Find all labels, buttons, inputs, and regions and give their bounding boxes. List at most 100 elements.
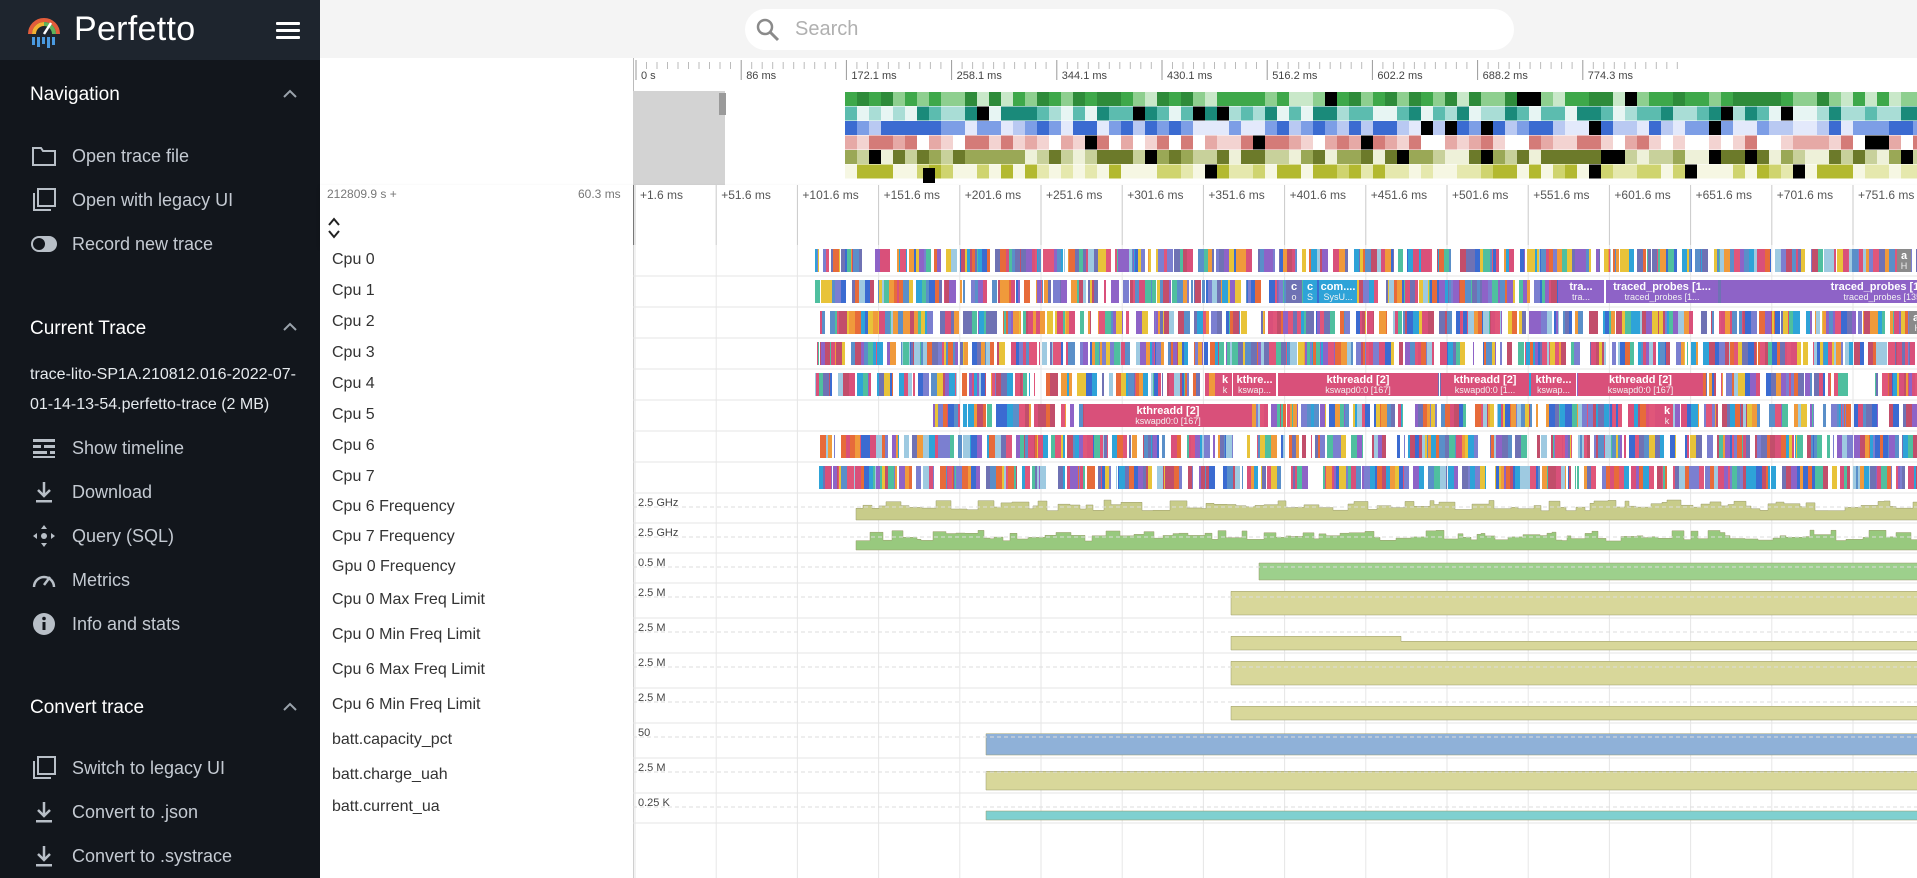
overview-heatmap[interactable]: 0 s 86 ms 172.1 ms 258.1 ms 344.1 ms 430.1 ms… xyxy=(633,58,1917,185)
cpu-slice xyxy=(1075,249,1079,272)
cpu-slice xyxy=(1334,466,1336,489)
cpu-slice xyxy=(1691,249,1692,272)
track-label[interactable]: Cpu 6 Max Freq Limit xyxy=(332,660,485,678)
track-label[interactable]: Cpu 0 Min Freq Limit xyxy=(332,625,481,643)
cpu-slice xyxy=(842,342,845,365)
cpu-slice xyxy=(1562,249,1567,272)
info-stats-item[interactable]: Info and stats xyxy=(30,607,180,641)
show-timeline-item[interactable]: Show timeline xyxy=(30,431,184,465)
track-label[interactable]: Cpu 4 xyxy=(332,374,375,392)
convert-json-item[interactable]: Convert to .json xyxy=(30,795,198,829)
cpu-slice xyxy=(1729,342,1730,365)
cpu-slice xyxy=(1195,342,1198,365)
overview-heat-cell xyxy=(1073,121,1085,135)
cpu-slice xyxy=(823,373,829,396)
current-trace-section-title[interactable]: Current Trace xyxy=(30,318,147,339)
cpu-slice xyxy=(1204,342,1208,365)
cpu-slice xyxy=(1515,435,1521,458)
track-label[interactable]: Cpu 5 xyxy=(332,405,375,423)
metrics-item[interactable]: Metrics xyxy=(30,563,130,597)
cpu-slice xyxy=(1908,342,1909,365)
cpu-slice xyxy=(1730,404,1735,427)
open-trace-file-item[interactable]: Open trace file xyxy=(30,139,189,173)
overview-tick-label: 258.1 ms xyxy=(957,70,1003,82)
chevron-up-icon[interactable] xyxy=(282,702,298,712)
slice-subtitle: traced_probes [1... xyxy=(1624,292,1699,302)
convert-trace-section-title[interactable]: Convert trace xyxy=(30,697,145,718)
track-label[interactable]: Cpu 1 xyxy=(332,281,375,299)
search-input[interactable] xyxy=(793,17,1477,42)
overview-heat-cell xyxy=(1313,135,1325,150)
track-label[interactable]: Cpu 3 xyxy=(332,343,375,361)
cpu-slice xyxy=(919,249,924,272)
overview-heat-cell xyxy=(1265,92,1277,106)
chevron-up-icon[interactable] xyxy=(282,322,298,332)
record-toggle-icon xyxy=(30,230,58,258)
open-legacy-ui-item[interactable]: Open with legacy UI xyxy=(30,183,233,217)
track-label[interactable]: Cpu 6 Frequency xyxy=(332,498,455,515)
chevron-up-icon[interactable] xyxy=(282,89,298,99)
track-label[interactable]: Cpu 6 xyxy=(332,436,375,454)
cpu-slice xyxy=(1768,342,1772,365)
overview-heat-cell xyxy=(1829,92,1841,106)
track-label[interactable]: Cpu 6 Min Freq Limit xyxy=(332,695,481,713)
track-label[interactable]: Gpu 0 Frequency xyxy=(332,558,456,575)
cpu-slice xyxy=(1471,280,1472,303)
cpu-slice xyxy=(1660,249,1666,272)
overview-heat-cell xyxy=(1505,106,1517,121)
cpu-slice xyxy=(918,373,923,396)
cpu-slice xyxy=(1401,404,1402,427)
overview-heat-cell xyxy=(869,106,881,121)
cpu-slice xyxy=(1616,249,1619,272)
menu-icon[interactable] xyxy=(276,22,300,40)
cpu-slice xyxy=(1018,280,1020,303)
time-ruler[interactable]: +1.6 ms +51.6 ms +101.6 ms +151.6 ms +201.6 … xyxy=(633,185,1917,245)
cpu-slice xyxy=(1238,342,1243,365)
track-label[interactable]: batt.current_ua xyxy=(332,798,440,815)
cpu-slice xyxy=(860,435,861,458)
record-new-trace-item[interactable]: Record new trace xyxy=(30,227,213,261)
track-label[interactable]: Cpu 2 xyxy=(332,312,375,330)
cpu-slice xyxy=(1723,435,1725,458)
convert-systrace-item[interactable]: Convert to .systrace xyxy=(30,839,232,873)
overview-heat-cell xyxy=(1889,164,1901,179)
track-label[interactable]: Cpu 7 Frequency xyxy=(332,528,455,545)
cpu-slice xyxy=(997,342,999,365)
cpu-slice xyxy=(1419,311,1422,334)
cpu-slice xyxy=(1832,466,1837,489)
cpu-slice xyxy=(1241,311,1247,334)
query-sql-item[interactable]: Query (SQL) xyxy=(30,519,174,553)
cpu-slice xyxy=(1386,280,1388,303)
cpu-slice xyxy=(1837,249,1843,272)
cpu-slice xyxy=(1277,404,1280,427)
cpu-slice xyxy=(1618,342,1620,365)
cpu-slice xyxy=(1605,311,1609,334)
expand-collapse-icon[interactable] xyxy=(328,215,340,241)
track-label[interactable]: Cpu 0 Max Freq Limit xyxy=(332,590,485,608)
track-canvas[interactable]: cocScom....SysU...tra...tra...traced_pro… xyxy=(633,245,1917,878)
overview-heat-cell xyxy=(1361,135,1373,150)
overview-heat-cell xyxy=(1769,121,1781,135)
track-label[interactable]: Cpu 0 xyxy=(332,250,375,268)
cpu-slice xyxy=(1815,466,1819,489)
overview-heat-cell xyxy=(1817,150,1829,164)
cpu-slice xyxy=(1877,466,1881,489)
download-item[interactable]: Download xyxy=(30,475,152,509)
switch-legacy-ui-item[interactable]: Switch to legacy UI xyxy=(30,751,225,785)
overview-timeline[interactable]: 0 s 86 ms 172.1 ms 258.1 ms 344.1 ms 430.1 ms… xyxy=(320,58,1917,186)
navigation-section-title[interactable]: Navigation xyxy=(30,84,120,105)
omnibox[interactable] xyxy=(745,9,1514,50)
overview-heat-cell xyxy=(1637,106,1649,121)
track-label[interactable]: batt.capacity_pct xyxy=(332,730,453,748)
cpu-slice xyxy=(1365,342,1366,365)
track-label[interactable]: batt.charge_uah xyxy=(332,765,448,783)
cpu-slice xyxy=(983,280,987,303)
cpu-slice xyxy=(1812,466,1815,489)
cpu-slice xyxy=(882,466,885,489)
track-scale-label: 2.5 GHz xyxy=(638,527,679,539)
track-label[interactable]: Cpu 7 xyxy=(332,467,375,485)
cpu-slice xyxy=(901,342,902,365)
overview-heat-cell xyxy=(1001,135,1013,150)
track-panel[interactable]: Cpu 0 Cpu 1 Cpu 2 Cpu 3 Cpu 4 Cpu 5 Cpu 6 Cpu 7… xyxy=(320,245,1917,878)
time-axis[interactable]: 212809.9 s + 60.3 ms +1.6 ms +51.6 ms +101… xyxy=(320,185,1917,246)
